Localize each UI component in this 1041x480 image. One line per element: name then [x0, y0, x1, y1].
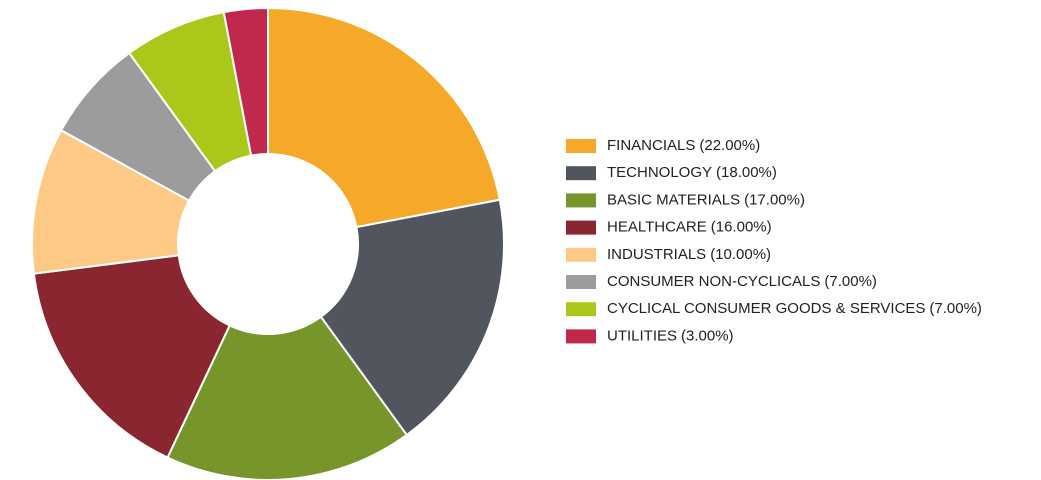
legend-swatch [566, 220, 596, 235]
legend-name: TECHNOLOGY [607, 164, 712, 181]
legend-value: (22.00%) [699, 137, 760, 154]
legend-name: UTILITIES [607, 327, 677, 344]
legend-label: FINANCIALS (22.00%) [607, 137, 760, 154]
legend-label: INDUSTRIALS (10.00%) [607, 246, 771, 263]
legend-name: INDUSTRIALS [607, 246, 706, 263]
legend-swatch [566, 247, 596, 262]
legend-value: (7.00%) [929, 300, 982, 317]
donut-slice [32, 254, 232, 459]
legend-label: CONSUMER NON-CYCLICALS (7.00%) [607, 273, 877, 290]
legend-label: CYCLICAL CONSUMER GOODS & SERVICES (7.00%… [607, 300, 982, 317]
legend-name: HEALTHCARE [607, 219, 707, 236]
donut-slice [222, 6, 269, 157]
legend-swatch [566, 193, 596, 208]
legend-swatch [566, 139, 596, 153]
donut-slice [166, 315, 409, 480]
legend-name: BASIC MATERIALS [607, 191, 740, 208]
donut-slice [319, 198, 505, 437]
legend-name: CONSUMER NON-CYCLICALS [607, 273, 820, 290]
legend-value: (7.00%) [824, 273, 877, 290]
legend-name: CYCLICAL CONSUMER GOODS & SERVICES [607, 300, 925, 317]
legend-value: (16.00%) [711, 219, 772, 236]
legend-swatch [566, 329, 596, 344]
legend-label: BASIC MATERIALS (17.00%) [607, 191, 805, 208]
legend-label: TECHNOLOGY (18.00%) [607, 164, 777, 181]
legend-value: (3.00%) [681, 327, 734, 344]
legend-value: (17.00%) [744, 191, 805, 208]
legend-value: (10.00%) [710, 246, 771, 263]
legend-label: HEALTHCARE (16.00%) [607, 219, 772, 236]
legend-swatch [566, 302, 596, 317]
legend-value: (18.00%) [716, 164, 777, 181]
legend-swatch [566, 166, 596, 181]
legend-swatch [566, 275, 596, 289]
donut-slice [267, 6, 501, 229]
legend-name: FINANCIALS [607, 137, 695, 154]
legend-label: UTILITIES (3.00%) [607, 327, 734, 344]
